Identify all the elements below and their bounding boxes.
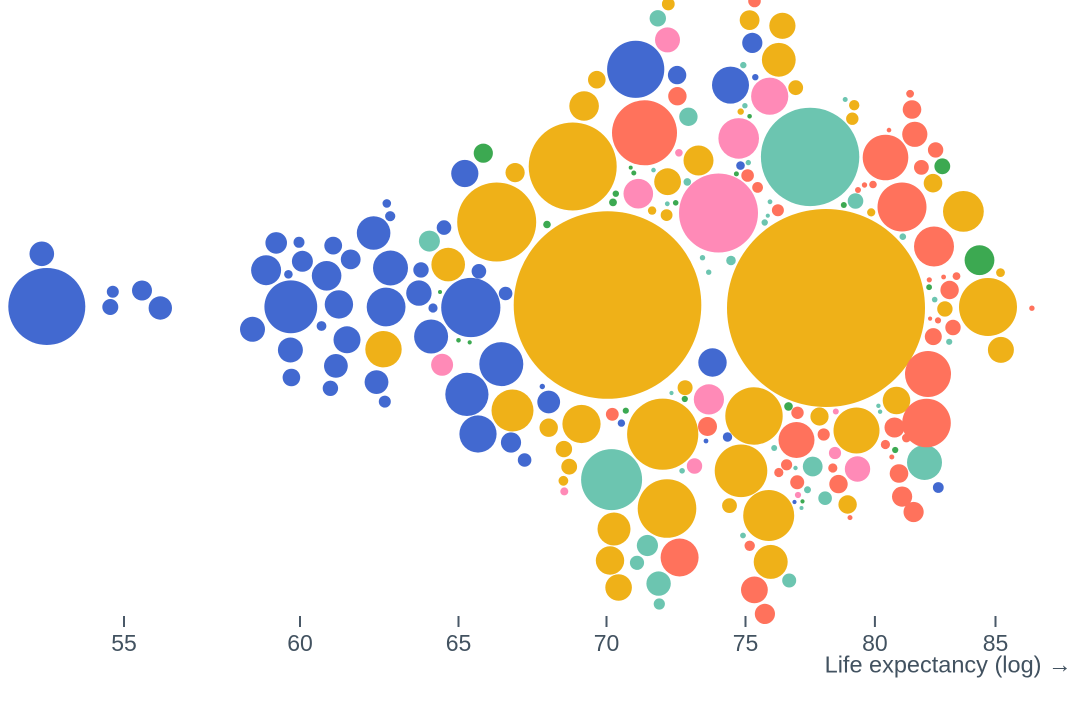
svg-text:60: 60	[287, 630, 313, 656]
svg-text:70: 70	[594, 630, 620, 656]
svg-text:Life expectancy (log) →: Life expectancy (log) →	[825, 652, 1072, 678]
svg-text:65: 65	[446, 630, 472, 656]
svg-text:75: 75	[733, 630, 759, 656]
svg-text:55: 55	[111, 630, 137, 656]
svg-text:85: 85	[983, 630, 1009, 656]
svg-text:80: 80	[862, 630, 888, 656]
